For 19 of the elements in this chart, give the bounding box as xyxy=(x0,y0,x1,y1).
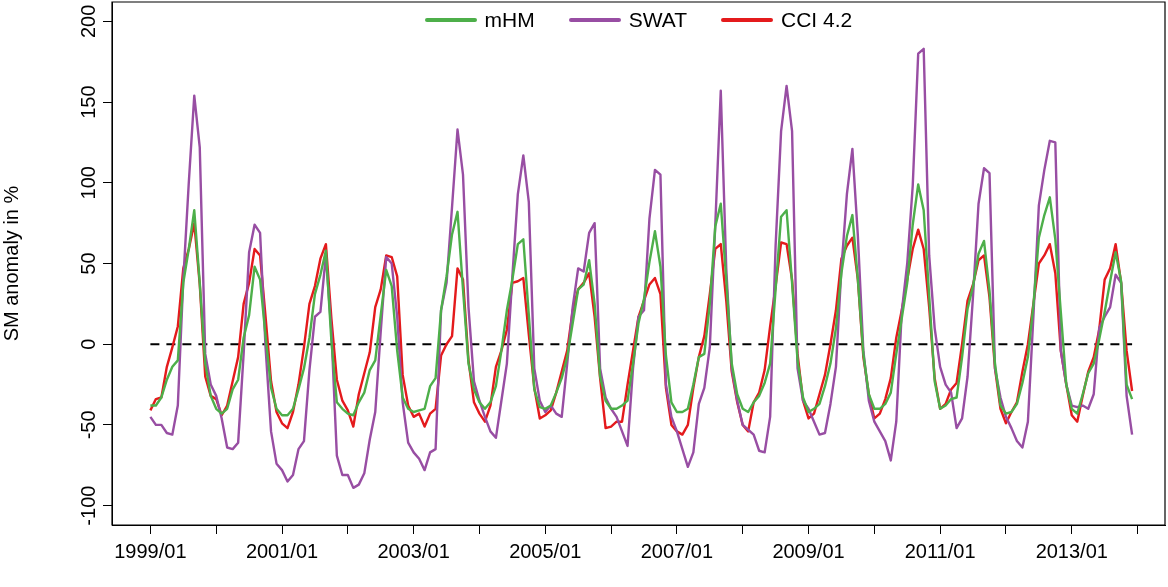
legend-label: SWAT xyxy=(628,8,687,32)
y-tick-label: 0 xyxy=(76,338,99,350)
x-tick-label: 2005/01 xyxy=(509,539,582,562)
y-axis-title: SM anomaly in % xyxy=(0,185,22,342)
x-tick-label: 2003/01 xyxy=(377,539,450,562)
x-tick-label: 2011/01 xyxy=(904,539,976,562)
y-tick-label: 200 xyxy=(76,4,99,39)
x-tick-label: 2013/01 xyxy=(1035,539,1108,562)
x-tick-label: 2007/01 xyxy=(640,539,714,562)
y-tick-label: -100 xyxy=(76,485,99,526)
y-tick-label: 50 xyxy=(76,252,99,275)
legend-label: mHM xyxy=(484,8,535,32)
y-tick-label: 150 xyxy=(76,85,99,119)
legend-label: CCI 4.2 xyxy=(780,8,853,32)
x-tick-label: 1999/01 xyxy=(114,539,187,562)
y-tick-label: 100 xyxy=(76,166,99,200)
y-tick-label: -50 xyxy=(76,410,99,440)
x-tick-label: 2009/01 xyxy=(772,539,845,562)
x-tick-label: 2001/01 xyxy=(245,539,319,562)
